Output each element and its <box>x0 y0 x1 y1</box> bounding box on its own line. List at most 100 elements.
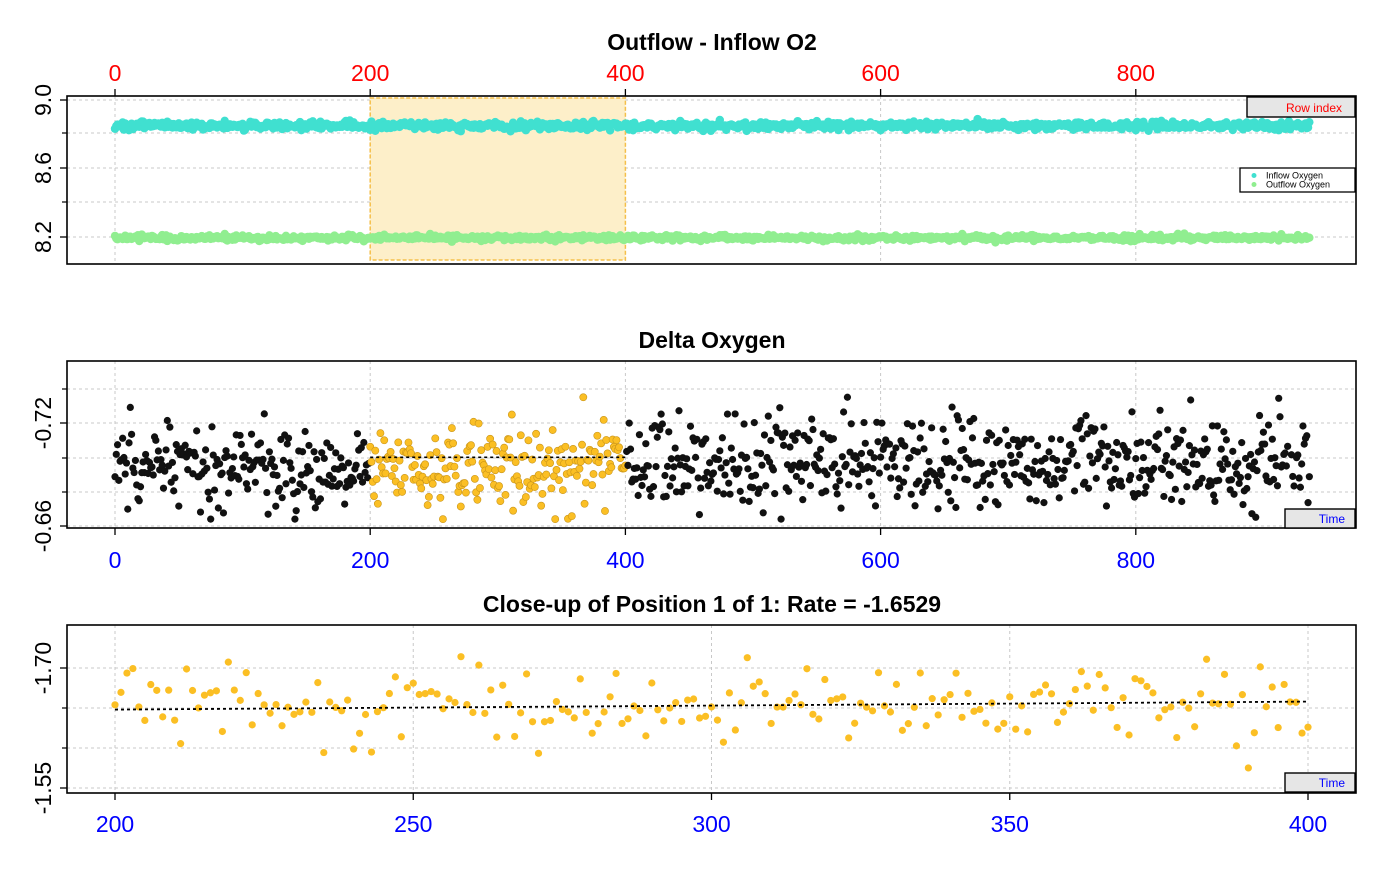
closeup-point <box>857 699 865 707</box>
delta-point <box>640 473 649 481</box>
panel2-x-ticks: 0 200 400 600 800 <box>109 528 1155 573</box>
delta-point <box>216 460 224 468</box>
row-index-label: Row index <box>1286 101 1342 115</box>
closeup-point <box>1107 704 1115 712</box>
closeup-point <box>660 717 668 725</box>
delta-point <box>261 464 270 472</box>
delta-point <box>1234 459 1242 467</box>
delta-point <box>1236 473 1245 482</box>
delta-point <box>1111 465 1119 473</box>
delta-point <box>995 436 1003 444</box>
delta-point <box>1220 428 1228 436</box>
delta-point-selected <box>603 449 612 458</box>
delta-point <box>201 446 210 454</box>
closeup-point <box>129 664 137 673</box>
delta-point <box>1064 457 1072 465</box>
closeup-point <box>1030 690 1038 699</box>
delta-point <box>337 454 345 462</box>
closeup-point <box>648 679 656 687</box>
delta-point <box>758 461 766 469</box>
closeup-point <box>707 703 716 711</box>
delta-point <box>735 465 743 473</box>
delta-point-selected <box>432 448 441 457</box>
delta-point <box>272 502 280 510</box>
closeup-point <box>1155 714 1163 722</box>
delta-point <box>1273 482 1282 490</box>
delta-point <box>722 459 730 467</box>
delta-point <box>1100 423 1108 431</box>
delta-point <box>959 446 968 454</box>
delta-point-selected <box>511 458 520 466</box>
delta-point <box>1296 483 1305 491</box>
delta-point <box>125 439 133 447</box>
delta-point <box>1070 487 1079 495</box>
delta-point <box>1101 463 1109 471</box>
panel2-frame <box>66 360 1357 529</box>
panel3-y-tick-label: -1.55 <box>30 762 56 814</box>
delta-point-selected <box>497 465 506 474</box>
closeup-point <box>1244 764 1252 772</box>
delta-point <box>777 515 785 523</box>
delta-point <box>222 447 230 455</box>
delta-point <box>707 477 715 485</box>
delta-point <box>700 474 709 482</box>
delta-point-selected <box>548 426 557 434</box>
delta-point <box>1007 451 1015 460</box>
delta-point <box>947 497 955 505</box>
delta-point <box>1160 492 1168 501</box>
delta-point <box>1021 435 1029 443</box>
delta-point <box>1044 470 1052 479</box>
panel3-y-ticks: -1.55 -1.70 <box>30 642 67 814</box>
closeup-point <box>618 719 626 728</box>
delta-point-selected <box>546 459 555 467</box>
delta-point <box>1216 460 1224 468</box>
delta-point <box>1299 422 1307 430</box>
delta-point-selected <box>524 436 533 445</box>
closeup-point <box>570 714 578 722</box>
delta-point <box>1230 490 1238 498</box>
delta-point <box>988 431 996 439</box>
delta-point <box>121 470 129 478</box>
delta-point <box>1000 471 1008 480</box>
closeup-point <box>1089 706 1097 714</box>
closeup-point <box>851 719 859 727</box>
delta-point <box>760 431 769 439</box>
closeup-point <box>582 708 590 717</box>
closeup-point <box>439 705 447 713</box>
delta-point <box>130 468 138 477</box>
delta-point <box>1084 484 1093 492</box>
delta-point <box>839 408 848 416</box>
delta-point <box>1045 448 1053 456</box>
delta-point-selected <box>509 506 518 515</box>
delta-point <box>920 445 928 453</box>
delta-point <box>762 482 770 490</box>
closeup-point <box>1298 729 1306 737</box>
closeup-point <box>552 698 561 706</box>
delta-point-selected <box>387 472 396 480</box>
panel3-x-tick-label: 250 <box>394 811 432 837</box>
delta-point <box>193 427 201 435</box>
delta-point <box>318 449 326 457</box>
delta-point <box>1244 473 1252 481</box>
closeup-point <box>141 716 149 724</box>
closeup-point <box>821 675 829 684</box>
closeup-point <box>678 717 686 726</box>
delta-point <box>181 441 189 449</box>
delta-point <box>265 448 273 456</box>
delta-point <box>1136 474 1144 482</box>
delta-point-selected <box>615 443 623 452</box>
delta-point <box>1198 474 1206 482</box>
delta-point <box>702 435 710 443</box>
delta-point <box>649 483 658 491</box>
closeup-point <box>332 703 340 712</box>
closeup-point <box>1000 719 1008 727</box>
delta-point <box>1027 435 1035 443</box>
delta-point <box>237 440 245 449</box>
delta-point-selected <box>468 457 477 466</box>
delta-point <box>1196 480 1204 488</box>
closeup-point <box>743 654 751 662</box>
delta-point <box>808 415 816 423</box>
delta-point <box>847 420 855 428</box>
closeup-point <box>117 688 125 696</box>
delta-point <box>686 422 695 430</box>
